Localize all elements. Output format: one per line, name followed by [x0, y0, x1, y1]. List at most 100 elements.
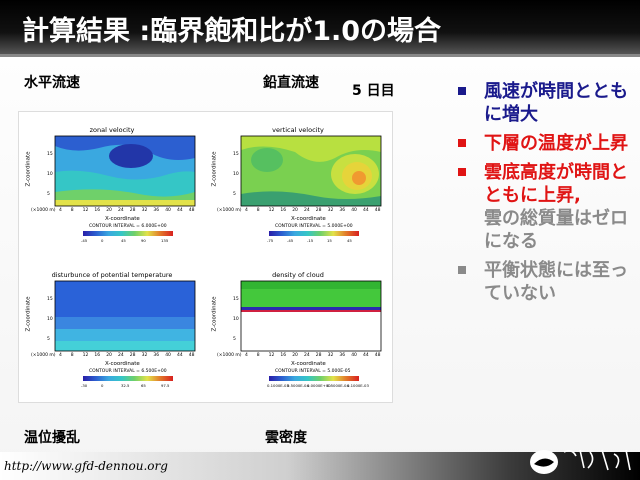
- label-vertical-velocity: 鉛直流速: [263, 75, 319, 91]
- x-tick-label: 44: [363, 353, 369, 358]
- x-tick-label: 48: [188, 353, 195, 358]
- colorbar-tick-label: -45: [81, 238, 88, 243]
- colorbar-tick-label: 97.5: [161, 383, 170, 388]
- x-tick-label: 4: [59, 208, 62, 213]
- panel-title: density of cloud: [272, 271, 324, 279]
- panel-vertical-velocity: vertical velocity Z-coordinate X-coordin…: [205, 112, 391, 257]
- colorbar-tick-label: 0.1000E-03: [347, 383, 369, 388]
- x-tick-label: 12: [82, 353, 89, 358]
- bullet-text: 下層の温度が上昇: [484, 133, 628, 154]
- y-axis-label: Z-coordinate: [25, 296, 32, 332]
- bullet-lower-temperature: 下層の温度が上昇: [458, 132, 638, 155]
- x-tick-label: 44: [177, 208, 183, 213]
- zonal-velocity-plot: [54, 135, 196, 207]
- label-day: 5 日目: [352, 83, 395, 99]
- x-tick-label: 12: [268, 353, 275, 358]
- y-tick-label: 10: [233, 317, 239, 322]
- y-axis-label: Z-coordinate: [211, 151, 218, 187]
- x-tick-label: 44: [177, 353, 183, 358]
- x-tick-label: 36: [339, 353, 346, 358]
- bullet-text: 雲の総質量はゼロになる: [484, 208, 628, 252]
- x-tick-label: 28: [315, 353, 322, 358]
- x-tick-label: 8: [256, 208, 260, 213]
- x-tick-label: 32: [141, 353, 148, 358]
- colorbar-tick-label: 15: [327, 238, 332, 243]
- y-tick-label: 15: [233, 297, 239, 302]
- bullet-wind-speed: 風速が時間とともに増大: [458, 80, 638, 126]
- colorbar-tick-label: -30: [81, 383, 88, 388]
- y-tick-label: 5: [47, 337, 50, 342]
- x-axis-label: X-coordinate: [105, 216, 140, 222]
- x-tick-label: 36: [339, 208, 346, 213]
- bullet-equilibrium: 平衡状態には至っていない: [458, 259, 638, 305]
- x-tick-label: 24: [118, 208, 124, 213]
- panel-title: vertical velocity: [272, 126, 324, 134]
- y-tick-label: 15: [233, 152, 239, 157]
- square-bullet-icon: [458, 266, 466, 274]
- dennou-logo-icon: [530, 449, 631, 474]
- colorbar-tick-label: 0.1000E-03: [267, 383, 289, 388]
- axis-unit: (×1000 m): [217, 208, 242, 213]
- vertical-velocity-plot: [240, 135, 382, 207]
- x-tick-label: 8: [70, 353, 74, 358]
- x-tick-label: 40: [165, 353, 171, 358]
- x-tick-label: 20: [106, 208, 112, 213]
- x-axis-label: X-coordinate: [291, 361, 326, 367]
- results-figure: zonal velocity Z-coordinate X-coordinate…: [18, 111, 393, 403]
- contour-interval: CONTOUR INTERVAL = 6.000E+00: [89, 224, 167, 229]
- y-tick-label: 10: [233, 172, 239, 177]
- x-tick-label: 48: [188, 208, 195, 213]
- potential-temperature-plot: [54, 280, 196, 352]
- x-tick-label: 12: [82, 208, 89, 213]
- x-tick-label: 20: [106, 353, 112, 358]
- axis-unit: (×1000 m): [31, 208, 56, 213]
- x-tick-label: 4: [245, 353, 248, 358]
- x-tick-label: 32: [327, 353, 334, 358]
- title-bar: 計算結果 :臨界飽和比が1.0の場合: [0, 0, 640, 57]
- y-tick-label: 5: [47, 192, 50, 197]
- panel-potential-temperature: disturbunce of potential temperature Z-c…: [19, 257, 205, 402]
- bullet-text: 平衡状態には至っていない: [484, 260, 628, 304]
- colorbar-tick-label: 0.5000E-04: [327, 383, 349, 388]
- bullet-text: 風速が時間とともに増大: [484, 81, 628, 125]
- y-axis-label: Z-coordinate: [25, 151, 32, 187]
- x-tick-label: 40: [165, 208, 171, 213]
- x-tick-label: 48: [374, 208, 381, 213]
- x-tick-label: 16: [94, 353, 101, 358]
- x-tick-label: 4: [59, 353, 62, 358]
- colorbar: [269, 231, 359, 236]
- x-tick-label: 12: [268, 208, 275, 213]
- footer-url[interactable]: http://www.gfd-dennou.org: [4, 459, 168, 473]
- colorbar-tick-label: 0: [101, 238, 104, 243]
- x-tick-label: 16: [280, 208, 287, 213]
- label-potential-temperature: 温位擾乱: [24, 430, 80, 446]
- x-tick-label: 20: [292, 208, 298, 213]
- y-tick-label: 10: [47, 317, 53, 322]
- panel-title: disturbunce of potential temperature: [51, 271, 173, 279]
- slide-title: 計算結果 :臨界飽和比が1.0の場合: [22, 16, 442, 47]
- x-tick-label: 32: [141, 208, 148, 213]
- x-tick-label: 48: [374, 353, 381, 358]
- x-tick-label: 36: [153, 353, 160, 358]
- bullet-cloud-mass: 雲の総質量はゼロになる: [458, 207, 638, 253]
- label-cloud-density: 雲密度: [265, 430, 307, 446]
- x-tick-label: 20: [292, 353, 298, 358]
- colorbar-tick-label: 0.0000E+00: [307, 383, 331, 388]
- y-tick-label: 10: [47, 172, 53, 177]
- x-tick-label: 4: [245, 208, 248, 213]
- colorbar-tick-label: 32.5: [121, 383, 130, 388]
- colorbar-tick-label: 0.5000E-04: [287, 383, 309, 388]
- cloud-density-plot: [240, 280, 382, 352]
- y-axis-label: Z-coordinate: [211, 296, 218, 332]
- x-tick-label: 32: [327, 208, 334, 213]
- colorbar: [83, 376, 173, 381]
- bullet-list: 風速が時間とともに増大 下層の温度が上昇 雲底高度が時間とともに上昇, 雲の総質…: [458, 80, 638, 311]
- y-tick-label: 15: [47, 152, 53, 157]
- colorbar-tick-label: 0: [101, 383, 104, 388]
- square-bullet-icon: [458, 168, 466, 176]
- colorbar-tick-label: 45: [347, 238, 352, 243]
- x-tick-label: 28: [129, 208, 136, 213]
- x-tick-label: 24: [304, 208, 310, 213]
- colorbar-tick-label: -75: [267, 238, 274, 243]
- x-tick-label: 36: [153, 208, 160, 213]
